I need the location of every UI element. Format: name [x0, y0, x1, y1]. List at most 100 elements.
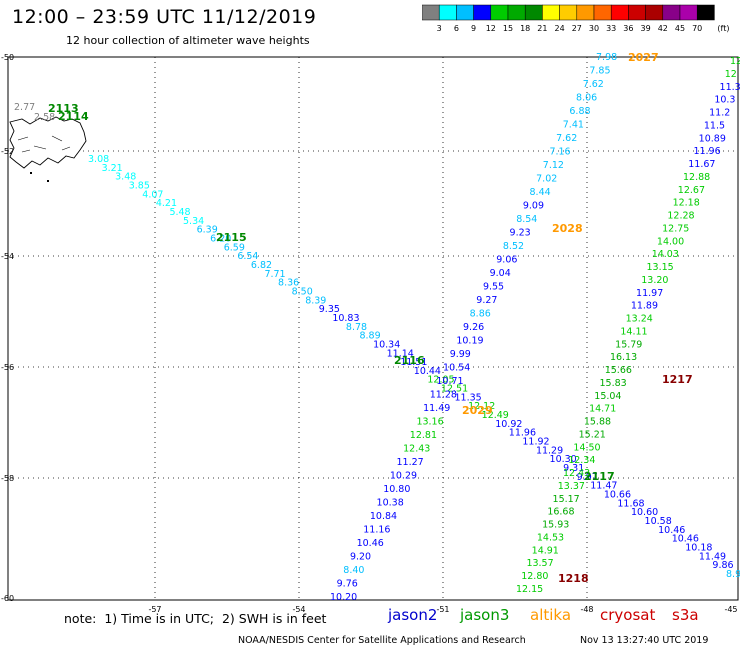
wave-height-label: 7.02	[536, 174, 557, 185]
scale-swatch	[696, 4, 715, 21]
wave-height-label: 12.67	[678, 185, 705, 196]
wave-height-label: 10.54	[443, 363, 470, 374]
scale-unit: (ft)	[717, 24, 729, 33]
wave-height-label: 16.68	[547, 507, 574, 518]
satellite-legend-jason2: jason2	[388, 606, 438, 624]
lon-tick-label: -45	[724, 605, 737, 614]
wave-height-label: 12.49	[482, 410, 509, 421]
wave-height-label: 11.47	[590, 481, 617, 492]
map-frame	[7, 56, 739, 601]
wave-height-label: 2.77	[14, 102, 35, 113]
wave-height-label: 10.46	[672, 534, 699, 545]
pass-number-label: 2114	[58, 110, 89, 123]
wave-height-label: 9.09	[523, 201, 544, 212]
wave-height-label: 5.48	[169, 207, 190, 218]
wave-height-label: 6.54	[237, 251, 258, 262]
wave-height-label: 11.29	[536, 445, 563, 456]
wave-height-label: 8.89	[359, 331, 380, 342]
wave-height-label: 7.62	[556, 133, 577, 144]
wave-height-label: 9.23	[510, 228, 531, 239]
wave-height-label: 14.11	[620, 326, 647, 337]
wave-height-label: 11.68	[617, 498, 644, 509]
wave-height-label: 5.34	[183, 216, 204, 227]
scale-label: 45	[675, 24, 685, 33]
wave-height-label: 6.88	[569, 106, 590, 117]
wave-height-label: 8.39	[305, 295, 326, 306]
wave-height-label: 9.06	[496, 255, 517, 266]
wave-height-label: 15.79	[615, 339, 642, 350]
wave-height-label: 15.04	[594, 391, 621, 402]
scale-label: 24	[555, 24, 565, 33]
wave-height-label: 12	[725, 69, 737, 80]
wave-height-label: 9.04	[490, 268, 511, 279]
wave-height-label: 4.07	[142, 189, 163, 200]
pass-number-label: 1217	[662, 373, 693, 386]
wave-height-label: 12.81	[410, 430, 437, 441]
wave-height-label: 15.17	[553, 494, 580, 505]
wave-height-label: 11.2	[709, 108, 730, 119]
wave-height-label: 11.28	[430, 390, 457, 401]
wave-height-label: 12.75	[662, 223, 689, 234]
pass-number-label: 2029	[462, 404, 493, 417]
lon-tick-label: -51	[436, 605, 449, 614]
scale-label: 70	[692, 24, 702, 33]
page-title: 12:00 – 23:59 UTC 11/12/2019	[12, 6, 317, 28]
wave-height-label: 11.92	[522, 437, 549, 448]
wave-height-label: 15.88	[584, 417, 611, 428]
scale-label: 9	[471, 24, 476, 33]
wave-height-label: 10.29	[390, 471, 417, 482]
wave-height-label: 15.93	[542, 520, 569, 531]
scale-label: 42	[658, 24, 668, 33]
pass-number-label: 2028	[552, 222, 583, 235]
wave-height-label: 12	[730, 56, 740, 67]
wave-height-label: 10.92	[495, 419, 522, 430]
wave-height-label: 10.30	[550, 454, 577, 465]
wave-height-label: 9.55	[483, 282, 504, 293]
satellite-legend-s3a: s3a	[672, 606, 699, 624]
wave-height-label: 13.20	[641, 275, 668, 286]
page-subtitle: 12 hour collection of altimeter wave hei…	[66, 34, 310, 47]
lat-tick-label: -60	[1, 594, 14, 603]
color-scale-legend: 3 6 9 12 15 18 21 24 27 30 33 36 39 42 45 70 (ft)	[422, 4, 729, 33]
wave-height-label: 10.84	[370, 511, 397, 522]
wave-height-label: 9.31	[563, 463, 584, 474]
wave-height-label: 8.52	[503, 241, 524, 252]
wave-height-label: 11.89	[631, 301, 658, 312]
wave-height-label: 10.66	[604, 490, 631, 501]
lon-tick-label: -57	[148, 605, 161, 614]
wave-height-label: 3.85	[129, 180, 150, 191]
pass-number-label: 2115	[216, 231, 247, 244]
wave-height-label: 7.12	[543, 160, 564, 171]
scale-label: 36	[623, 24, 633, 33]
wave-height-label: 11.14	[387, 348, 414, 359]
wave-height-label: 13.57	[526, 558, 553, 569]
wave-height-label: 6.39	[197, 225, 218, 236]
wave-height-label: 10.44	[414, 366, 441, 377]
scale-label: 12	[486, 24, 496, 33]
wave-height-label: 12.18	[673, 198, 700, 209]
scale-label: 15	[503, 24, 513, 33]
wave-height-label: 11.49	[699, 551, 726, 562]
wave-height-label: 7.85	[589, 66, 610, 77]
wave-height-label: 15.83	[600, 378, 627, 389]
islet	[30, 172, 32, 174]
wave-height-label: 8.06	[576, 93, 597, 104]
wave-height-label: 10.18	[685, 543, 712, 554]
wave-height-label: 10.60	[631, 507, 658, 518]
lat-tick-label: -54	[1, 252, 14, 261]
wave-height-label: 10.89	[699, 133, 726, 144]
pass-number-label: 1218	[558, 572, 589, 585]
scale-label: 39	[641, 24, 651, 33]
wave-height-label: 10.38	[377, 498, 404, 509]
lat-tick-label: -56	[1, 363, 14, 372]
wave-height-label: 8.40	[343, 565, 364, 576]
wave-height-label: 10.19	[456, 336, 483, 347]
wave-height-label: 9.27	[476, 295, 497, 306]
wave-height-label: 9.86	[712, 560, 733, 571]
wave-height-label: 3.48	[115, 172, 136, 183]
wave-height-label: 7.62	[583, 79, 604, 90]
lat-tick-label: -58	[1, 474, 14, 483]
wave-height-label: 14.71	[589, 404, 616, 415]
wave-height-label: 7.98	[596, 52, 617, 63]
